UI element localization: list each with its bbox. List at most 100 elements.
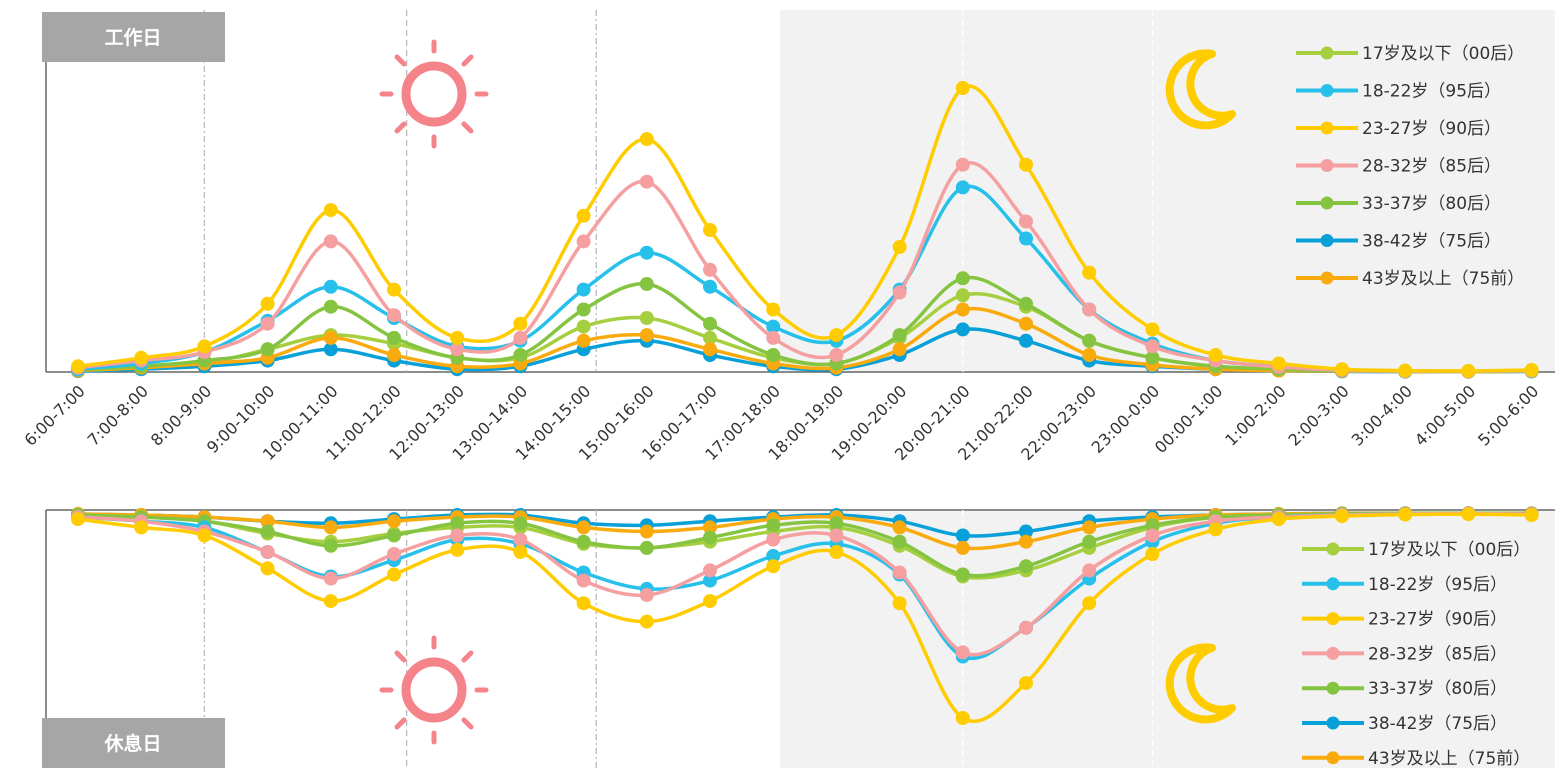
top-legend-marker [1320,234,1334,247]
top-data-point [513,330,528,345]
top-data-point [323,330,338,345]
bottom-data-point [1145,518,1160,533]
x-tick-label: 3:00-4:00 [1348,381,1416,449]
top-data-point [892,328,907,343]
bottom-data-point [387,567,401,582]
bottom-data-point [260,524,275,539]
bottom-data-point [639,588,654,602]
bottom-data-point [576,520,591,535]
top-data-point [766,319,781,334]
x-tick-label: 1:00-2:00 [1221,381,1289,449]
bottom-data-point [1082,596,1097,611]
top-data-point [1398,363,1413,378]
bottom-data-point [639,540,654,555]
top-legend-marker [1320,121,1334,135]
bottom-legend-marker [1326,612,1340,626]
top-legend-marker [1320,84,1334,97]
top-data-point [1145,322,1160,337]
top-data-point [513,316,528,331]
top-data-point [1082,302,1097,317]
top-data-point [323,279,338,294]
bottom-legend-marker [1326,577,1340,591]
top-legend-marker [1320,196,1334,210]
bottom-data-point [387,514,401,529]
bottom-legend-label: 18-22岁（95后） [1368,575,1507,595]
top-data-point [703,262,717,277]
top-data-point [1335,362,1349,377]
top-data-point [323,299,338,314]
top-data-point [260,342,275,357]
top-data-point [955,157,970,172]
bottom-data-point [576,534,591,549]
top-legend: 17岁及以下（00后） 18-22岁（95后） 23-27岁（90后） 28-32岁（… [1296,44,1524,289]
bottom-legend: 17岁及以下（00后） 18-22岁（95后） 23-27岁（90后） 28-32岁（… [1302,540,1530,768]
bottom-data-point [892,534,907,549]
top-data-point [1524,363,1539,377]
bottom-legend-marker [1326,751,1340,765]
bottom-data-point [892,520,907,535]
bottom-data-point [829,516,844,531]
bottom-legend-label: 33-37岁（80后） [1368,679,1507,699]
bottom-data-point [703,563,717,578]
bottom-data-point [1398,507,1413,522]
x-tick-label: 4:00-5:00 [1411,381,1479,449]
top-data-point [387,308,401,323]
top-data-point [703,316,717,331]
bottom-data-point [450,516,465,531]
bottom-data-point [323,520,338,535]
top-data-point [766,348,781,362]
top-data-point [829,328,844,343]
bottom-data-point [260,514,275,529]
bottom-data-point [766,559,781,574]
bottom-data-point [1019,559,1033,574]
top-data-point [955,180,970,195]
top-data-point [323,342,338,357]
top-data-point [1145,350,1160,365]
top-data-point [1019,296,1033,311]
top-data-point [513,348,528,362]
top-data-point [955,288,970,303]
top-data-point [1019,316,1033,331]
bottom-data-point [513,516,528,531]
top-data-point [1271,356,1286,371]
top-data-point [1082,333,1097,348]
top-data-point [450,342,465,357]
bottom-data-point [703,530,717,545]
top-legend-marker [1320,46,1334,60]
top-data-point [766,302,781,317]
bottom-data-point [513,545,528,559]
bottom-data-point [703,594,717,609]
x-tick-label: 5:00-6:00 [1474,381,1542,449]
top-data-point [576,302,591,317]
x-tick-label: 8:00-9:00 [147,381,215,449]
bottom-data-point [323,538,338,553]
bottom-data-point [955,645,970,660]
top-data-point [1145,339,1160,354]
bottom-data-point [1271,512,1286,527]
bottom-legend-label: 43岁及以上（75前） [1368,749,1530,768]
top-data-point [703,342,717,357]
bottom-data-point [1524,508,1539,522]
top-data-point [1019,333,1033,348]
x-tick-label: 6:00-7:00 [20,381,88,449]
bottom-legend-label: 38-42岁（75后） [1368,714,1507,734]
bottom-data-point [323,571,338,586]
bottom-data-point [134,520,149,535]
top-legend-marker [1320,159,1334,172]
top-data-point [387,282,401,297]
top-data-point [450,330,465,345]
bottom-data-point [766,549,781,563]
top-data-point [639,277,654,291]
x-tick-label: 7:00-8:00 [84,381,152,449]
bottom-data-point [576,596,591,611]
top-data-point [1461,363,1476,378]
bottom-moon-icon [1165,643,1236,724]
top-data-point [829,348,844,362]
bottom-data-point [703,520,717,535]
top-data-point [197,339,212,354]
bottom-data-point [450,542,465,557]
bottom-data-point [1082,534,1097,549]
bottom-data-point [387,528,401,543]
bottom-data-point [766,532,781,547]
